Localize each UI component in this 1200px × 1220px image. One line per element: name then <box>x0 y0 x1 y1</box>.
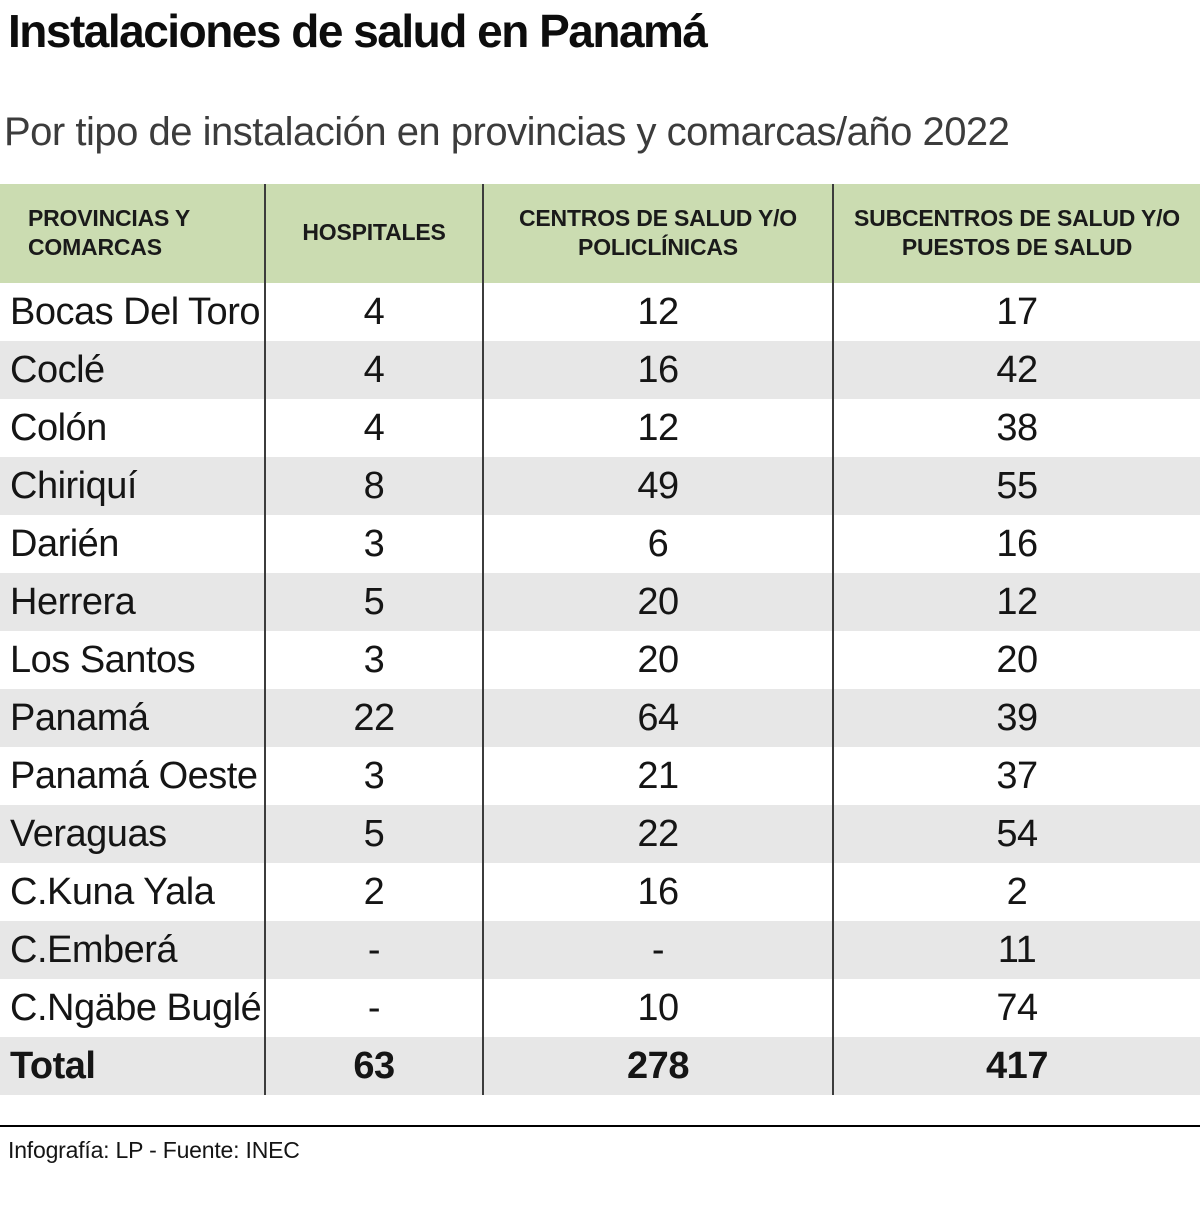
cell-value: 16 <box>832 515 1200 574</box>
cell-value: 63 <box>264 1037 483 1096</box>
column-header: HOSPITALES <box>264 183 483 284</box>
cell-value: 4 <box>264 399 483 458</box>
cell-value: 22 <box>264 689 483 748</box>
cell-value: 10 <box>482 979 833 1038</box>
row-label: C.Emberá <box>10 928 178 971</box>
cell-value: 20 <box>482 631 833 690</box>
cell-value: 17 <box>832 283 1200 342</box>
row-label: Coclé <box>10 348 105 391</box>
table-header-row: PROVINCIAS Y COMARCAS HOSPITALES CENTROS D… <box>0 183 1200 284</box>
row-label: Bocas Del Toro <box>10 290 260 333</box>
row-label: Veraguas <box>10 812 167 855</box>
cell-value: 74 <box>832 979 1200 1038</box>
cell-value: - <box>482 921 833 980</box>
source-credit: Infografía: LP - Fuente: INEC <box>8 1137 300 1164</box>
cell-value: 3 <box>264 631 483 690</box>
cell-value: 12 <box>482 283 833 342</box>
table-row: C.Emberá - -11 <box>0 921 1200 980</box>
cell-value: 4 <box>264 341 483 400</box>
row-label: C.Ngäbe Buglé <box>10 986 262 1029</box>
cell-value: 5 <box>264 573 483 632</box>
page-title: Instalaciones de salud en Panamá <box>8 5 708 57</box>
cell-value: 8 <box>264 457 483 516</box>
cell-value: 22 <box>482 805 833 864</box>
row-label: Panamá <box>10 696 149 739</box>
row-label: Colón <box>10 406 107 449</box>
row-label: Total <box>10 1044 96 1087</box>
cell-value: 39 <box>832 689 1200 748</box>
cell-value: 278 <box>482 1037 833 1096</box>
table-header: PROVINCIAS Y COMARCAS HOSPITALES CENTROS D… <box>0 183 1200 284</box>
cell-value: 4 <box>264 283 483 342</box>
row-label: Chiriquí <box>10 464 137 507</box>
cell-value: - <box>264 979 483 1038</box>
cell-value: 16 <box>482 863 833 922</box>
table-row: Colón 4 12 38 <box>0 399 1200 458</box>
cell-value: 38 <box>832 399 1200 458</box>
table-row: Panamá Oeste 3 21 37 <box>0 747 1200 806</box>
cell-value: 3 <box>264 515 483 574</box>
row-label: Panamá Oeste <box>10 754 258 797</box>
table-row: C.Kuna Yala 2 16 2 <box>0 863 1200 922</box>
cell-value: 2 <box>264 863 483 922</box>
cell-value: 20 <box>482 573 833 632</box>
cell-value: 64 <box>482 689 833 748</box>
table-body: Bocas Del Toro 4 12 17 Coclé 4 16 42 Colón 4 12 38 C… <box>0 283 1200 1096</box>
row-label: C.Kuna Yala <box>10 870 215 913</box>
table-row: Veraguas 5 22 54 <box>0 805 1200 864</box>
cell-value: 49 <box>482 457 833 516</box>
cell-value: 11 <box>832 921 1200 980</box>
row-label: Los Santos <box>10 638 196 681</box>
cell-value: 417 <box>832 1037 1200 1096</box>
cell-value: 3 <box>264 747 483 806</box>
table-row: Panamá 22 64 39 <box>0 689 1200 748</box>
table-row: Chiriquí 8 49 55 <box>0 457 1200 516</box>
cell-value: 37 <box>832 747 1200 806</box>
table-row: Coclé 4 16 42 <box>0 341 1200 400</box>
table-row: Herrera 5 20 12 <box>0 573 1200 632</box>
facilities-table: PROVINCIAS Y COMARCAS HOSPITALES CENTROS D… <box>0 183 1200 1096</box>
table-row: Bocas Del Toro 4 12 17 <box>0 283 1200 342</box>
cell-value: 12 <box>482 399 833 458</box>
cell-value: 16 <box>482 341 833 400</box>
footer: Infografía: LP - Fuente: INEC <box>0 1125 1200 1164</box>
column-header: PROVINCIAS Y COMARCAS <box>0 183 265 284</box>
table-row: Darién 3 6 16 <box>0 515 1200 574</box>
page-subtitle: Por tipo de instalación en provincias y … <box>4 109 1010 154</box>
cell-value: 55 <box>832 457 1200 516</box>
cell-value: 12 <box>832 573 1200 632</box>
cell-value: - <box>264 921 483 980</box>
cell-value: 21 <box>482 747 833 806</box>
cell-value: 54 <box>832 805 1200 864</box>
total-row: Total 63 278 417 <box>0 1037 1200 1096</box>
cell-value: 6 <box>482 515 833 574</box>
cell-value: 2 <box>832 863 1200 922</box>
table-row: C.Ngäbe Buglé -10 74 <box>0 979 1200 1038</box>
row-label: Darién <box>10 522 119 565</box>
row-label: Herrera <box>10 580 136 623</box>
table-row: Los Santos 3 20 20 <box>0 631 1200 690</box>
cell-value: 42 <box>832 341 1200 400</box>
column-header: CENTROS DE SALUD Y/O POLICLÍNICAS <box>482 183 833 284</box>
cell-value: 5 <box>264 805 483 864</box>
cell-value: 20 <box>832 631 1200 690</box>
column-header: SUBCENTROS DE SALUD Y/O PUESTOS DE SALUD <box>832 183 1200 284</box>
